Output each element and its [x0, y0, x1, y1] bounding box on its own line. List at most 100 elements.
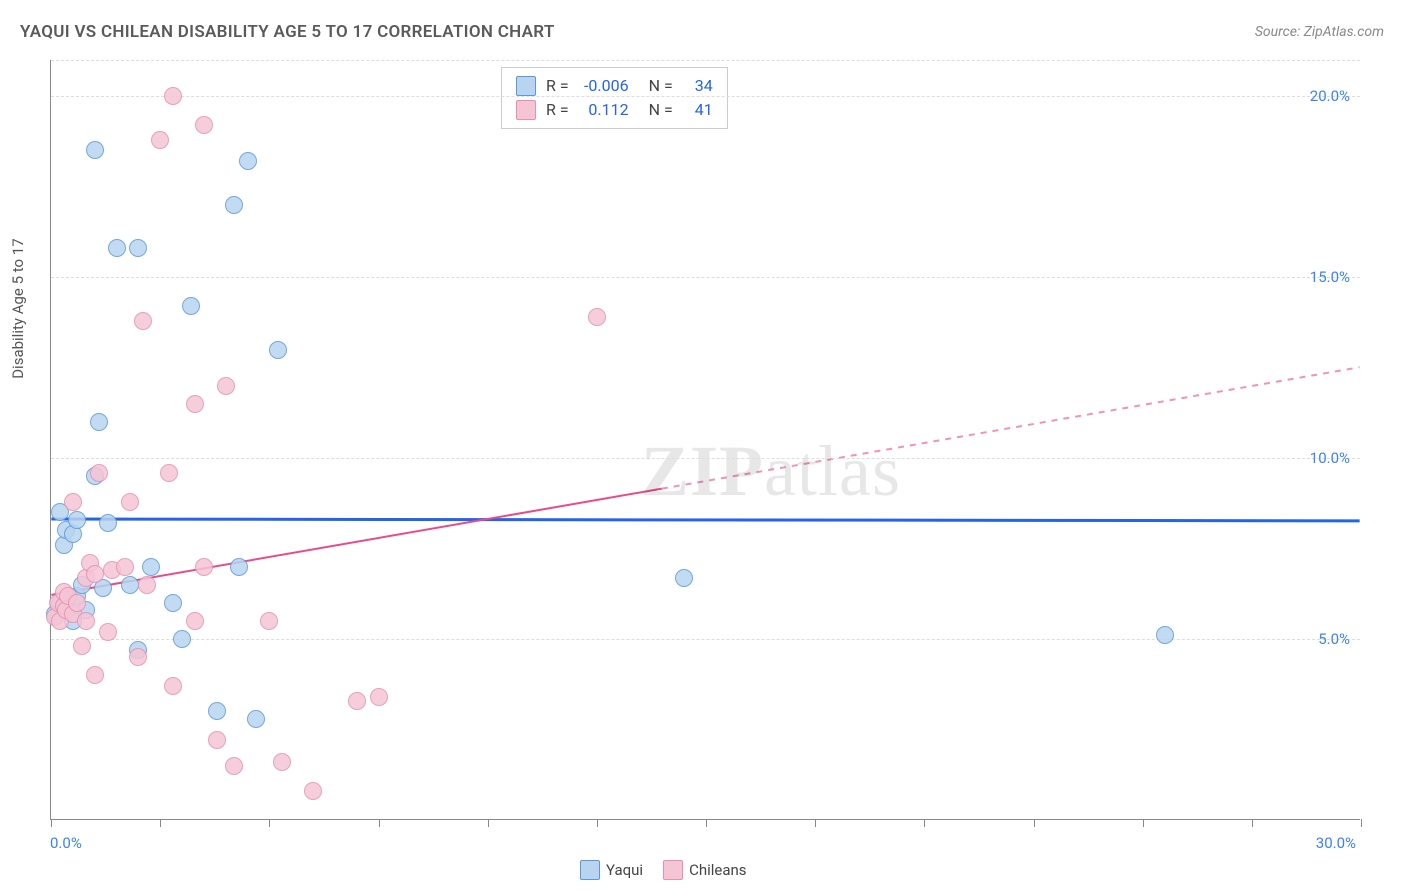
legend-n-label: N = — [649, 74, 673, 98]
watermark-zip: ZIP — [641, 431, 764, 511]
scatter-point — [86, 565, 104, 583]
scatter-point — [160, 464, 178, 482]
legend-bottom-item: Yaqui — [580, 860, 643, 880]
watermark: ZIPatlas — [641, 430, 901, 513]
scatter-point — [1156, 626, 1174, 644]
chart-container: YAQUI VS CHILEAN DISABILITY AGE 5 TO 17 … — [0, 0, 1406, 892]
scatter-point — [260, 612, 278, 630]
x-tick — [379, 819, 380, 827]
scatter-point — [370, 688, 388, 706]
x-tick — [269, 819, 270, 827]
scatter-point — [208, 731, 226, 749]
x-min-label: 0.0% — [50, 834, 82, 852]
scatter-point — [173, 630, 191, 648]
scatter-point — [68, 511, 86, 529]
scatter-point — [129, 239, 147, 257]
scatter-point — [121, 576, 139, 594]
scatter-point — [675, 569, 693, 587]
watermark-atlas: atlas — [764, 431, 901, 511]
scatter-point — [73, 637, 91, 655]
chart-source: Source: ZipAtlas.com — [1255, 24, 1384, 40]
scatter-point — [164, 677, 182, 695]
scatter-point — [116, 558, 134, 576]
plot-area: ZIPatlas R = -0.006 N = 34 R = 0.112 N = 41 5.0… — [50, 60, 1360, 820]
scatter-point — [86, 141, 104, 159]
scatter-point — [186, 612, 204, 630]
legend-r-value: 0.112 — [579, 98, 629, 122]
trend-lines-svg — [51, 60, 1360, 819]
legend-r-label: R = — [546, 74, 569, 98]
scatter-point — [247, 710, 265, 728]
scatter-point — [138, 576, 156, 594]
scatter-point — [217, 377, 235, 395]
legend-swatch — [580, 860, 600, 880]
legend-correlation-row: R = 0.112 N = 41 — [516, 98, 713, 122]
scatter-point — [134, 312, 152, 330]
scatter-point — [195, 558, 213, 576]
scatter-point — [86, 666, 104, 684]
x-tick — [160, 819, 161, 827]
x-max-label: 30.0% — [1316, 834, 1356, 852]
scatter-point — [142, 558, 160, 576]
legend-bottom: Yaqui Chileans — [580, 860, 747, 880]
scatter-point — [90, 464, 108, 482]
x-tick — [488, 819, 489, 827]
scatter-point — [164, 594, 182, 612]
legend-n-value: 41 — [683, 98, 713, 122]
y-tick-label: 10.0% — [1310, 449, 1350, 467]
scatter-point — [64, 493, 82, 511]
y-tick-label: 5.0% — [1318, 630, 1350, 648]
legend-swatch — [663, 860, 683, 880]
scatter-point — [151, 131, 169, 149]
scatter-point — [195, 116, 213, 134]
scatter-point — [225, 196, 243, 214]
x-tick — [1143, 819, 1144, 827]
scatter-point — [90, 413, 108, 431]
legend-n-value: 34 — [683, 74, 713, 98]
gridline-h — [51, 277, 1360, 278]
x-tick — [597, 819, 598, 827]
y-axis-label: Disability Age 5 to 17 — [9, 238, 27, 378]
trend-line — [51, 519, 1359, 521]
legend-r-value: -0.006 — [579, 74, 629, 98]
gridline-h — [51, 60, 1360, 61]
scatter-point — [208, 702, 226, 720]
legend-swatch — [516, 76, 536, 96]
scatter-point — [99, 514, 117, 532]
scatter-point — [182, 297, 200, 315]
scatter-point — [588, 308, 606, 326]
legend-r-label: R = — [546, 98, 569, 122]
trend-line-dashed — [662, 367, 1360, 488]
legend-swatch — [516, 100, 536, 120]
scatter-point — [186, 395, 204, 413]
x-tick — [1252, 819, 1253, 827]
scatter-point — [68, 594, 86, 612]
x-tick — [706, 819, 707, 827]
scatter-point — [269, 341, 287, 359]
x-tick — [815, 819, 816, 827]
y-tick-label: 15.0% — [1310, 268, 1350, 286]
scatter-point — [99, 623, 117, 641]
legend-bottom-item: Chileans — [663, 860, 746, 880]
scatter-point — [273, 753, 291, 771]
legend-bottom-label: Chileans — [689, 861, 746, 879]
legend-n-label: N = — [649, 98, 673, 122]
scatter-point — [304, 782, 322, 800]
y-tick-label: 20.0% — [1310, 87, 1350, 105]
x-tick — [1034, 819, 1035, 827]
scatter-point — [108, 239, 126, 257]
x-tick — [51, 819, 52, 827]
scatter-point — [230, 558, 248, 576]
legend-bottom-label: Yaqui — [606, 861, 643, 879]
gridline-h — [51, 458, 1360, 459]
gridline-h — [51, 96, 1360, 97]
legend-correlation-row: R = -0.006 N = 34 — [516, 74, 713, 98]
chart-title: YAQUI VS CHILEAN DISABILITY AGE 5 TO 17 … — [20, 22, 555, 42]
scatter-point — [239, 152, 257, 170]
scatter-point — [164, 87, 182, 105]
scatter-point — [77, 612, 95, 630]
x-tick — [1361, 819, 1362, 827]
scatter-point — [225, 757, 243, 775]
scatter-point — [121, 493, 139, 511]
scatter-point — [129, 648, 147, 666]
